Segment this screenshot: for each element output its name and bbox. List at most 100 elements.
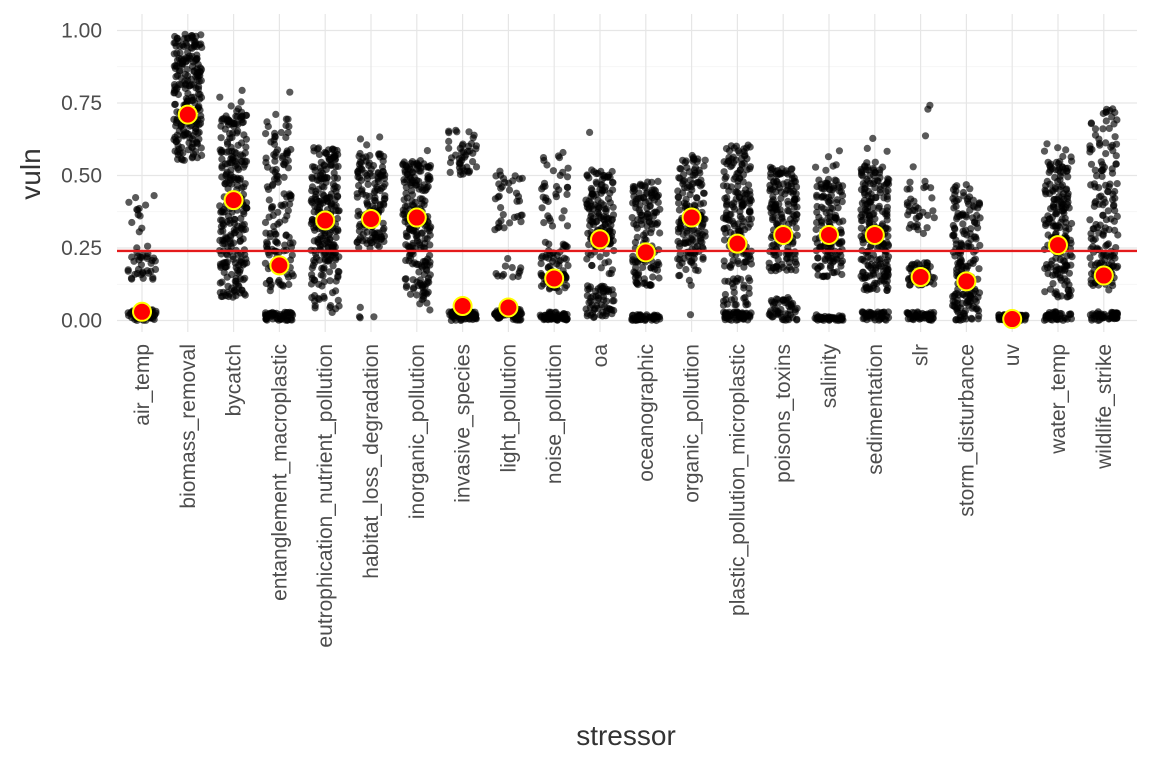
jitter-point [746, 277, 754, 285]
jitter-point [375, 243, 383, 251]
x-tick-label: biomass_removal [177, 344, 200, 509]
jitter-point [558, 214, 566, 222]
jitter-point [285, 122, 293, 130]
jitter-point [914, 204, 922, 212]
jitter-point [270, 228, 278, 236]
jitter-point [547, 308, 555, 316]
jitter-point [333, 174, 342, 182]
jitter-point [376, 133, 384, 141]
jitter-point [833, 196, 841, 204]
mean-point [544, 268, 565, 289]
jitter-point [510, 213, 518, 221]
jitter-point [133, 244, 141, 252]
jitter-point [787, 254, 795, 262]
jitter-point [730, 295, 739, 303]
jitter-point [640, 216, 648, 224]
jitter-point [241, 161, 249, 169]
jitter-point [857, 213, 865, 221]
jitter-point [469, 158, 477, 166]
jitter-point [967, 243, 975, 251]
jitter-point [1113, 212, 1121, 220]
jitter-point [332, 233, 340, 241]
jitter-point [224, 118, 232, 126]
jitter-point [237, 98, 245, 106]
jitter-point [908, 260, 916, 268]
jitter-point [544, 254, 553, 262]
jitter-point [264, 185, 273, 193]
jitter-point [278, 154, 286, 162]
jitter-point [640, 275, 649, 283]
jitter-point [172, 73, 180, 81]
jitter-point [288, 316, 296, 324]
jitter-point [218, 164, 226, 172]
jitter-point [639, 263, 647, 272]
jitter-point [1104, 207, 1112, 215]
jitter-point [860, 285, 868, 294]
jitter-point [740, 263, 748, 271]
jitter-point [185, 52, 193, 60]
jitter-point [330, 169, 338, 177]
jitter-point [1111, 133, 1119, 141]
jitter-point [584, 285, 592, 293]
jitter-point [362, 157, 370, 165]
jitter-point [266, 277, 274, 285]
jitter-point [871, 184, 879, 192]
x-tick-label: eutrophication_nutrient_pollution [314, 344, 337, 648]
jitter-point [242, 199, 251, 207]
jitter-point [867, 198, 875, 206]
jitter-point [238, 86, 246, 94]
jitter-point [355, 244, 363, 252]
jitter-point [921, 132, 930, 140]
jitter-point [952, 197, 961, 205]
mean-point [956, 271, 977, 292]
jitter-point [822, 166, 830, 174]
jitter-point [827, 204, 835, 212]
jitter-point [830, 314, 839, 322]
jitter-point [823, 314, 831, 322]
jitter-point [723, 193, 731, 202]
jitter-point [1111, 206, 1119, 215]
jitter-point [966, 185, 974, 193]
jitter-point [223, 273, 231, 281]
y-axis-title: vuln [15, 148, 46, 199]
jitter-point [230, 226, 238, 234]
jitter-point [183, 65, 191, 73]
jitter-point [499, 211, 507, 219]
jitter-point [500, 270, 508, 279]
jitter-point [596, 253, 604, 261]
jitter-point [608, 266, 617, 274]
jitter-point [783, 178, 791, 186]
jitter-point [424, 174, 432, 182]
jitter-point [1040, 147, 1049, 155]
jitter-point [1056, 168, 1064, 177]
jitter-point [238, 286, 246, 294]
jitter-point [630, 192, 638, 200]
jitter-point [274, 208, 282, 216]
x-tick-label: slr [910, 344, 933, 366]
jitter-point [325, 193, 333, 202]
jitter-point [195, 82, 203, 91]
jitter-point [746, 206, 754, 214]
jitter-point [816, 244, 824, 252]
jitter-point [1062, 223, 1070, 231]
jitter-point [951, 225, 959, 233]
jitter-point [466, 147, 474, 155]
jitter-point [969, 196, 977, 204]
jitter-point [491, 195, 499, 203]
jitter-point [233, 129, 241, 137]
jitter-point [685, 276, 694, 284]
jitter-point [1061, 214, 1069, 222]
jitter-point [176, 67, 184, 75]
jitter-point [497, 171, 505, 179]
jitter-point [1063, 293, 1071, 301]
jitter-point [599, 288, 608, 296]
jitter-point [700, 189, 708, 197]
jitter-point [1052, 254, 1060, 262]
jitter-point [124, 309, 132, 317]
jitter-point [152, 307, 160, 315]
jitter-point [416, 300, 424, 308]
mean-point [498, 297, 519, 318]
jitter-point [1086, 216, 1094, 224]
jitter-point [736, 166, 744, 174]
jitter-point [356, 158, 364, 166]
